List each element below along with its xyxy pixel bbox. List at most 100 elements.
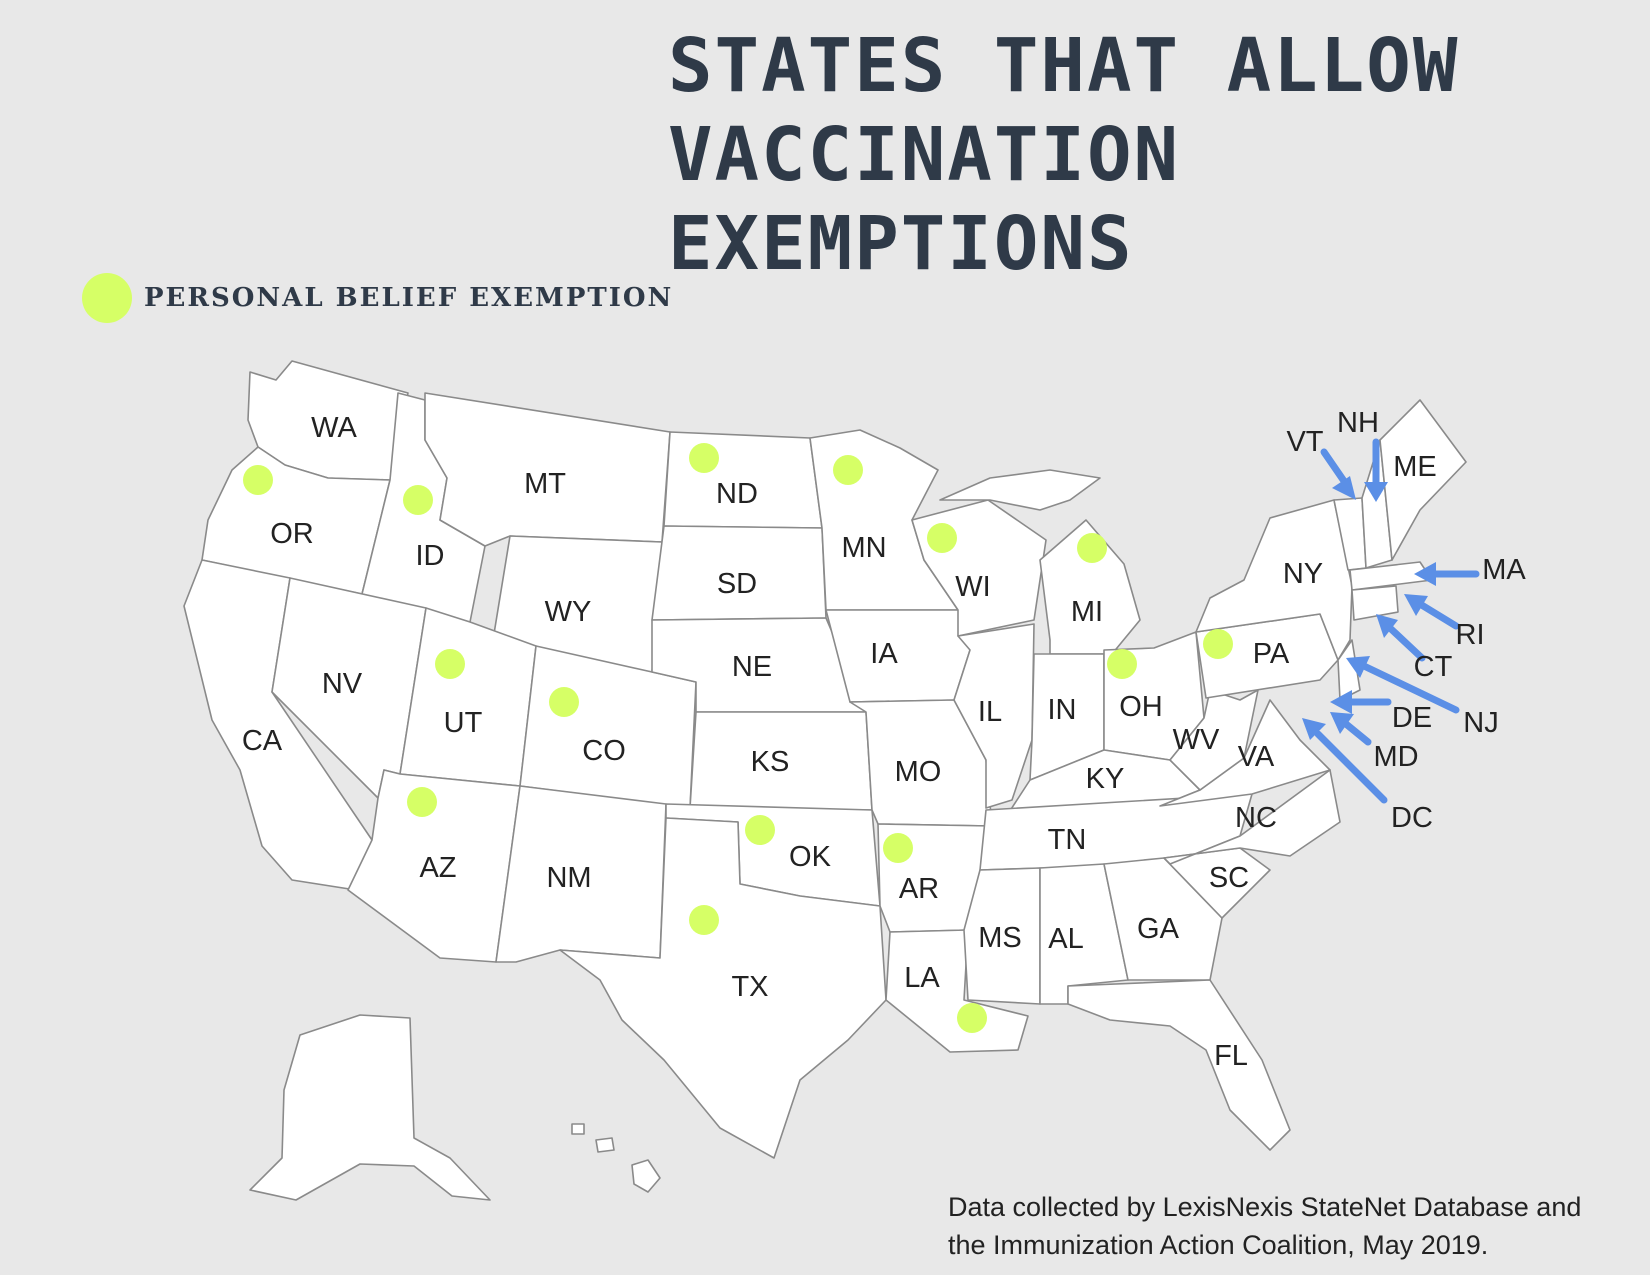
label-mo: MO <box>895 756 942 788</box>
arrow-ma-head <box>1414 562 1436 586</box>
label-co: CO <box>582 735 626 767</box>
state-shapes <box>183 360 1467 1201</box>
state-tx <box>559 817 887 1159</box>
state-ms <box>963 867 1041 1005</box>
label-or: OR <box>270 518 314 550</box>
state-hi-3 <box>571 1123 585 1135</box>
map-title: STATES THAT ALLOW VACCINATION EXEMPTIONS <box>668 22 1628 289</box>
label-ga: GA <box>1137 913 1180 945</box>
label-va: VA <box>1238 741 1275 773</box>
title-line-3: EXEMPTIONS <box>668 201 1134 287</box>
source-line-1: Data collected by LexisNexis StateNet Da… <box>948 1192 1582 1222</box>
label-ny: NY <box>1283 558 1323 590</box>
label-mn: MN <box>841 532 886 564</box>
state-ia <box>825 609 971 703</box>
label-nv: NV <box>322 668 363 700</box>
label-fl: FL <box>1214 1040 1248 1072</box>
state-fl <box>1067 979 1291 1151</box>
source-line-2: the Immunization Action Coalition, May 2… <box>948 1230 1489 1260</box>
label-sc: SC <box>1209 862 1249 894</box>
state-ct <box>1351 585 1399 621</box>
arrow-vt <box>1320 448 1350 488</box>
label-ar: AR <box>899 873 939 905</box>
state-co <box>519 645 697 809</box>
exemption-marker-wi <box>927 523 957 553</box>
callout-dc: DC <box>1391 802 1433 834</box>
exemption-marker-nd <box>689 443 719 473</box>
label-ne: NE <box>732 651 772 683</box>
state-wv <box>1169 689 1259 791</box>
label-tx: TX <box>731 971 768 1003</box>
callout-md: MD <box>1373 741 1418 773</box>
label-nm: NM <box>546 862 591 894</box>
exemption-marker-co <box>549 687 579 717</box>
label-wy: WY <box>545 596 592 628</box>
label-wa: WA <box>311 412 357 444</box>
arrow-ri <box>1416 600 1460 630</box>
state-mi-upper <box>939 469 1101 511</box>
label-oh: OH <box>1119 691 1163 723</box>
label-la: LA <box>904 962 940 994</box>
state-labels: WA OR CA ID NV MT WY UT AZ CO NM ND SD N… <box>242 412 1437 1072</box>
arrow-de-head <box>1330 690 1352 714</box>
label-wi: WI <box>955 571 990 603</box>
label-me: ME <box>1393 451 1437 483</box>
source-note: Data collected by LexisNexis StateNet Da… <box>948 1188 1581 1264</box>
exemption-marker-id <box>403 485 433 515</box>
arrow-ri-head <box>1404 594 1428 616</box>
state-me <box>1379 399 1467 561</box>
exemption-marker-tx <box>689 905 719 935</box>
callout-nh: NH <box>1337 407 1379 439</box>
legend-dot-icon <box>82 273 132 323</box>
northeast-callout-arrows <box>1302 438 1480 804</box>
label-tn: TN <box>1048 824 1087 856</box>
title-line-2: VACCINATION <box>668 112 1181 198</box>
label-mi: MI <box>1071 596 1103 628</box>
exemption-marker-or <box>243 465 273 495</box>
label-nd: ND <box>716 478 758 510</box>
arrow-ct-head <box>1376 614 1398 638</box>
label-ks: KS <box>751 746 790 778</box>
label-il: IL <box>978 696 1002 728</box>
state-mi <box>1039 519 1141 655</box>
legend-label: PERSONAL BELIEF EXEMPTION <box>144 283 674 313</box>
exemption-marker-oh <box>1107 649 1137 679</box>
title-line-1: STATES THAT ALLOW <box>668 23 1460 109</box>
state-hi-2 <box>595 1137 615 1153</box>
callout-de: DE <box>1392 702 1432 734</box>
label-ok: OK <box>789 841 832 873</box>
arrow-vt-head <box>1332 476 1356 500</box>
label-ms: MS <box>978 922 1022 954</box>
callout-vt: VT <box>1286 426 1323 458</box>
arrow-md <box>1342 720 1372 746</box>
label-wv: WV <box>1173 724 1220 756</box>
state-hi-1 <box>631 1159 661 1193</box>
legend: PERSONAL BELIEF EXEMPTION <box>82 272 673 324</box>
label-al: AL <box>1048 923 1083 955</box>
arrow-dc-head <box>1302 718 1326 740</box>
exemption-markers <box>243 443 1233 1033</box>
arrow-nj <box>1360 662 1460 714</box>
exemption-marker-mn <box>833 455 863 485</box>
callout-ma: MA <box>1482 554 1526 586</box>
exemption-marker-az <box>407 787 437 817</box>
label-mt: MT <box>524 468 566 500</box>
exemption-marker-pa <box>1203 629 1233 659</box>
state-ak <box>249 1014 491 1201</box>
exemption-marker-mi <box>1077 533 1107 563</box>
label-id: ID <box>416 540 445 572</box>
exemption-marker-la <box>957 1003 987 1033</box>
arrow-md-head <box>1330 712 1354 734</box>
arrow-ct <box>1386 624 1426 662</box>
label-in: IN <box>1048 694 1077 726</box>
state-nc <box>1163 769 1341 865</box>
label-ca: CA <box>242 725 283 757</box>
label-ut: UT <box>444 707 483 739</box>
callout-nj: NJ <box>1463 707 1498 739</box>
label-az: AZ <box>419 852 456 884</box>
exemption-marker-ut <box>435 649 465 679</box>
label-sd: SD <box>717 568 757 600</box>
label-ky: KY <box>1086 763 1125 795</box>
state-nj <box>1337 639 1361 701</box>
